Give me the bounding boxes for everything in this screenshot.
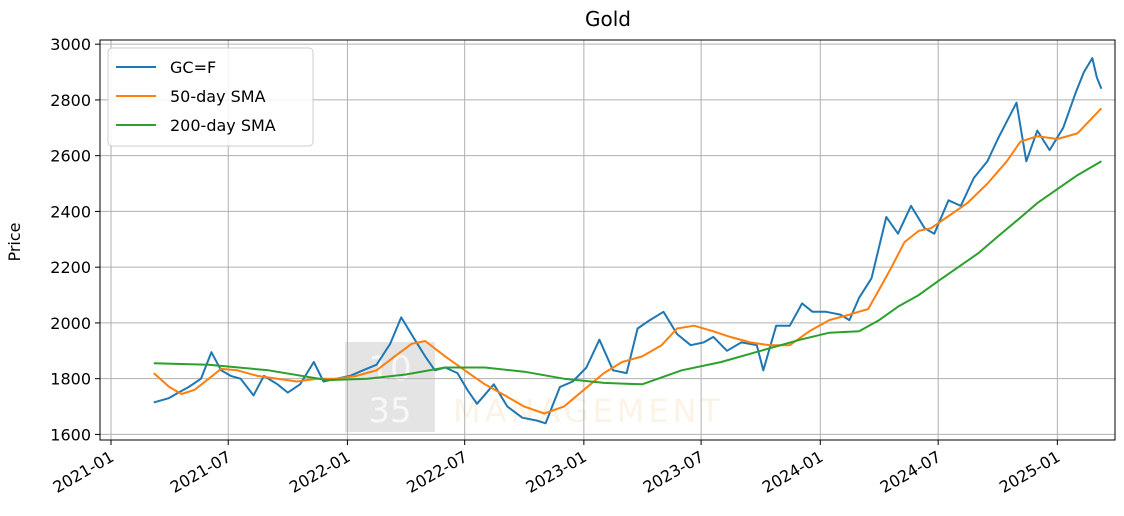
- y-tick-label: 2800: [50, 91, 91, 110]
- y-tick-label: 2200: [50, 258, 91, 277]
- series-lines: [153, 57, 1103, 425]
- y-tick-label: 2600: [50, 147, 91, 166]
- series-line-2: [153, 160, 1102, 386]
- x-tick-label: 2024-07: [877, 447, 944, 497]
- y-tick-label: 2400: [50, 202, 91, 221]
- plot-frame: [99, 39, 1116, 441]
- watermark-text: MANAGEMENT: [453, 392, 724, 430]
- watermark-digits-top: 10: [368, 349, 411, 389]
- x-tick-label: 2024-01: [759, 447, 826, 497]
- y-tick-label: 1800: [50, 370, 91, 389]
- x-tick-label: 2022-01: [286, 447, 353, 497]
- legend-label: GC=F: [170, 58, 216, 77]
- series-line-1: [153, 107, 1103, 415]
- legend-box: [107, 47, 314, 147]
- watermark-box: [345, 342, 435, 432]
- legend-label: 200-day SMA: [170, 116, 276, 135]
- x-axis: 2021-01 2021-07 2022-01 2022-07 2023-01 2023-…: [50, 440, 1063, 497]
- legend-label: 50-day SMA: [170, 87, 266, 106]
- x-tick-label: 2021-01: [50, 447, 117, 497]
- x-tick-label: 2023-01: [522, 447, 589, 497]
- y-tick-label: 1600: [50, 425, 91, 444]
- watermark-digits-bottom: 35: [368, 391, 411, 431]
- legend: GC=F 50-day SMA 200-day SMA: [107, 47, 314, 147]
- x-tick-label: 2023-07: [640, 447, 707, 497]
- y-axis-label: Price: [5, 222, 24, 261]
- x-tick-label: 2021-07: [167, 447, 234, 497]
- grid: [100, 40, 1115, 440]
- x-tick-label: 2022-07: [403, 447, 470, 497]
- y-tick-label: 3000: [50, 35, 91, 54]
- y-axis: 1600 1800 2000 2200 2400 2600 2800 3000: [50, 35, 100, 444]
- chart-title: Gold: [585, 7, 631, 31]
- x-tick-label: 2025-01: [996, 447, 1063, 497]
- y-tick-label: 2000: [50, 314, 91, 333]
